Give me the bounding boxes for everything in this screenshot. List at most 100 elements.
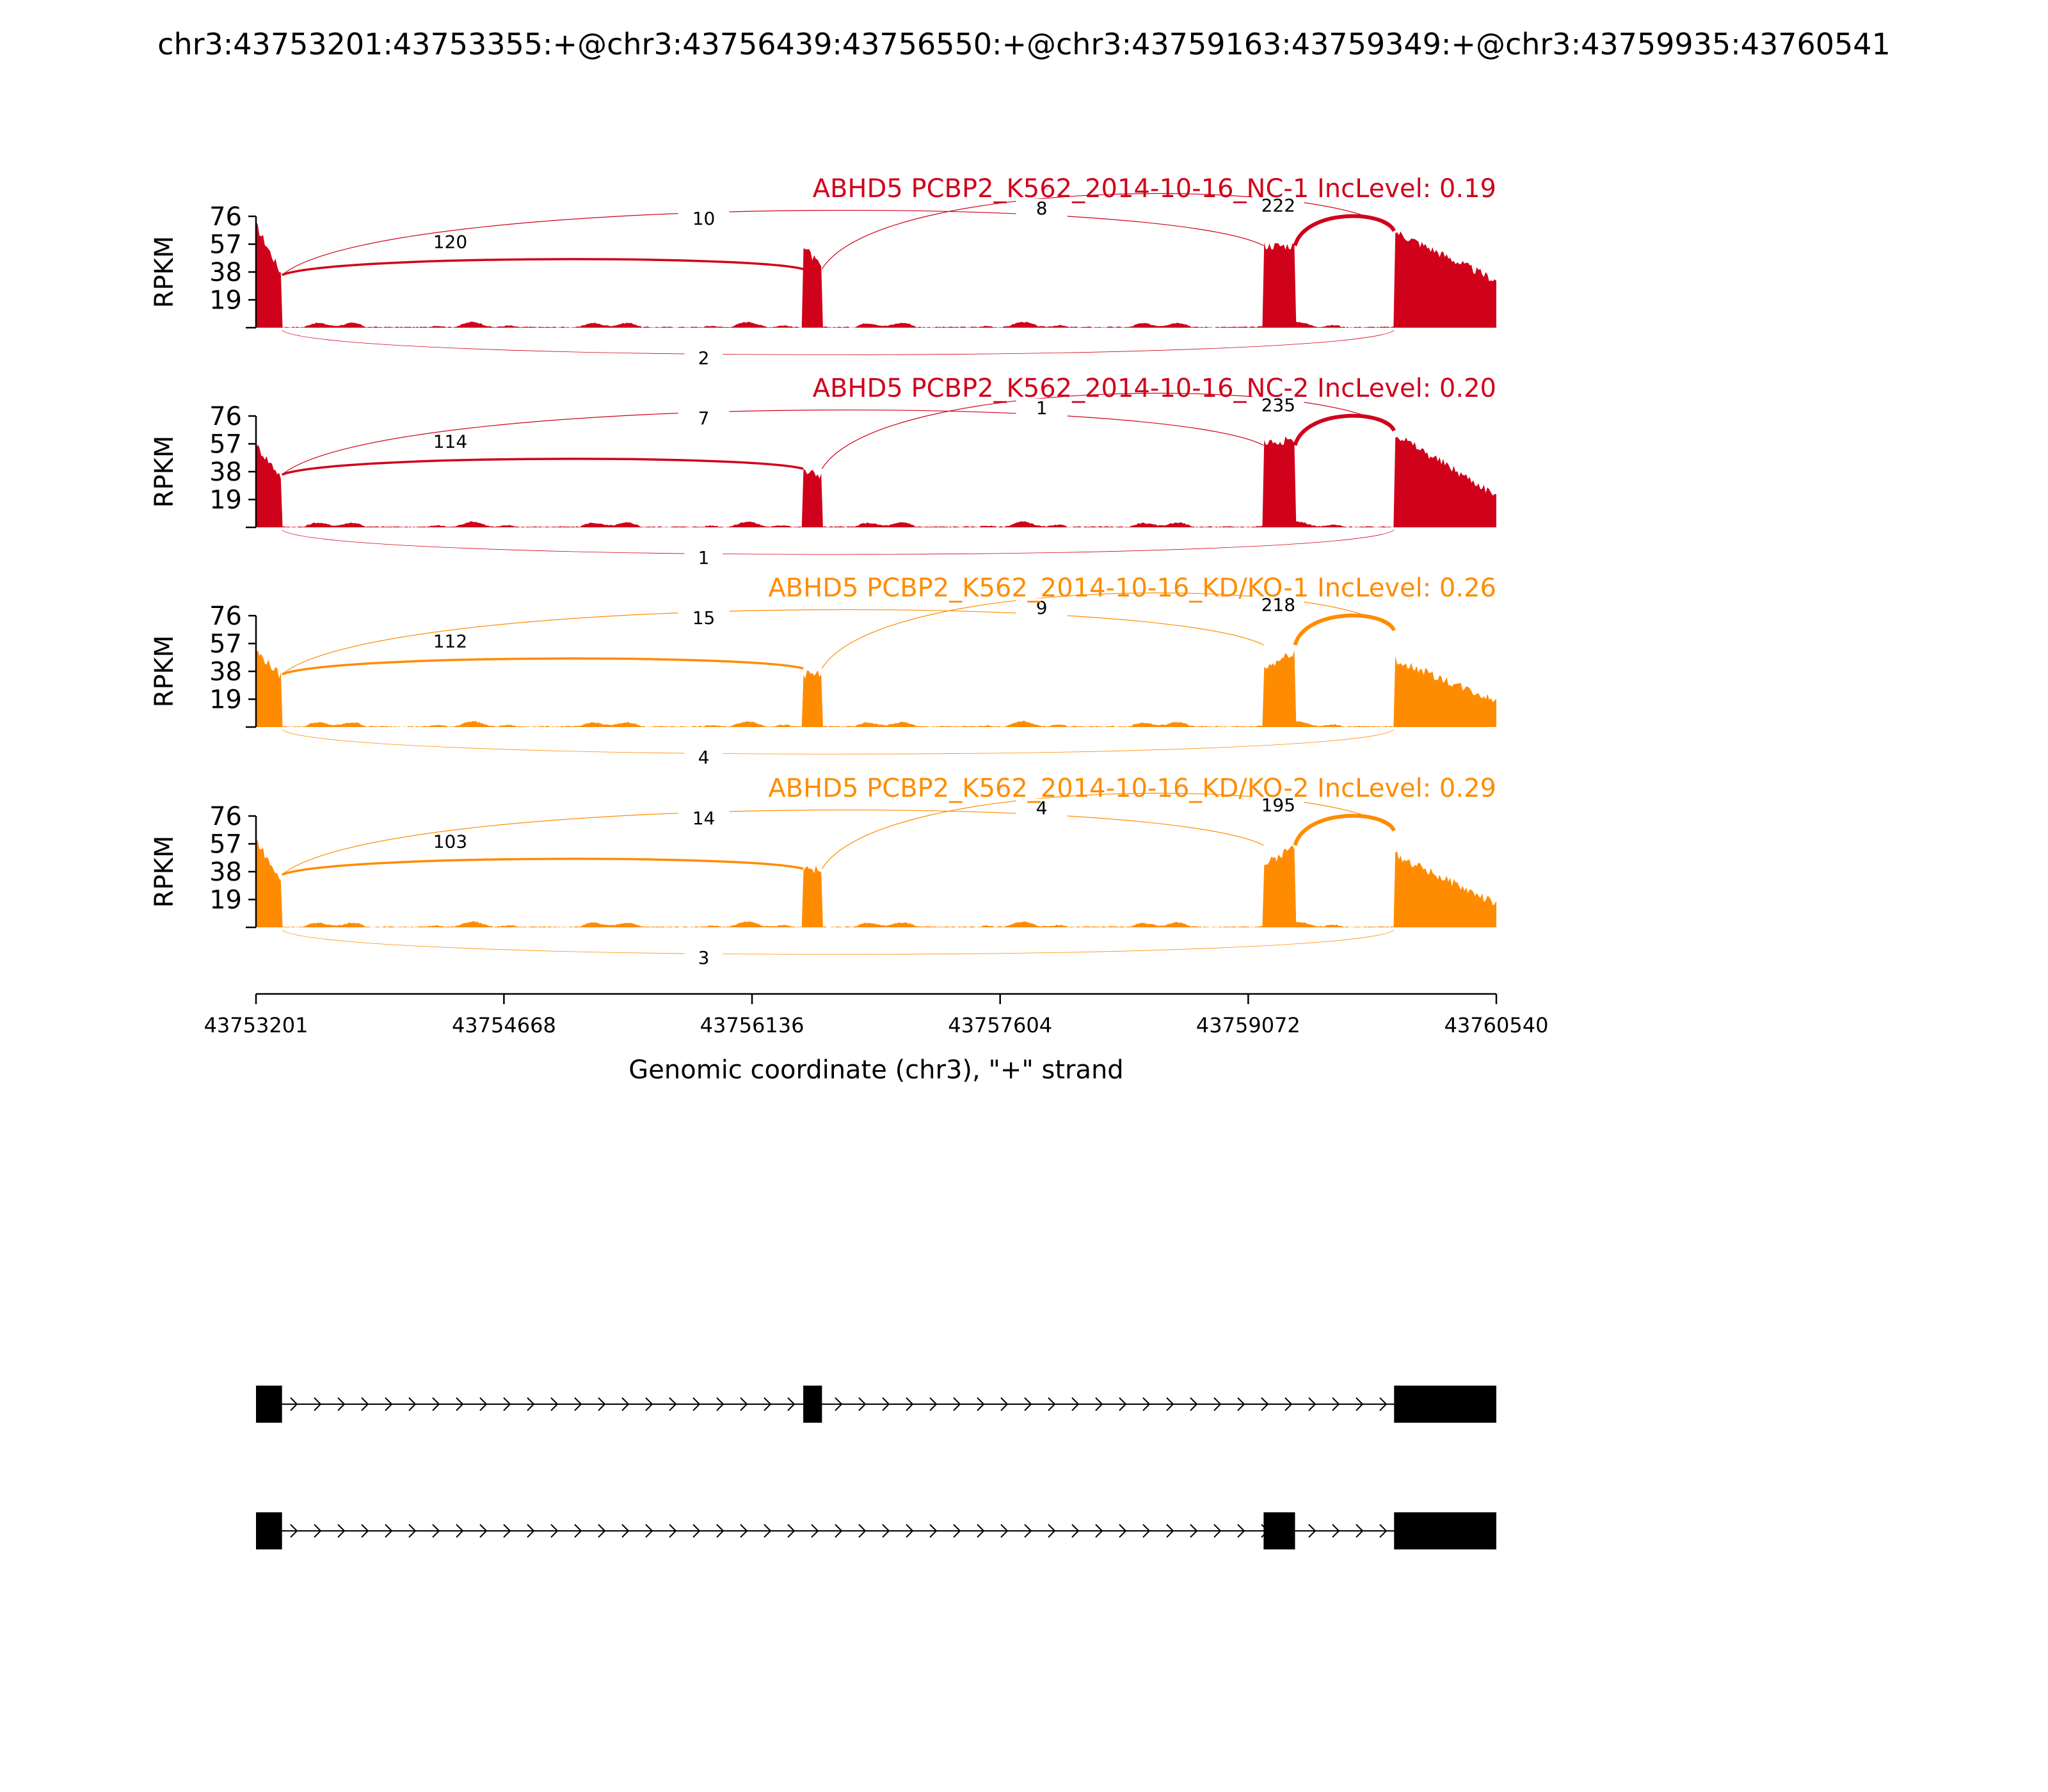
- strand-arrow: [456, 1397, 464, 1411]
- strand-arrow: [811, 1524, 819, 1538]
- junction-arc: [1293, 813, 1396, 846]
- junction-label-bg: [1016, 598, 1068, 619]
- strand-arrow: [1261, 1397, 1269, 1411]
- strand-arrow: [550, 1397, 559, 1411]
- strand-arrow: [645, 1397, 653, 1411]
- x-tick-label: 43760540: [1444, 1013, 1549, 1037]
- y-tick-label: 38: [209, 458, 242, 487]
- junction-arc: [282, 458, 804, 476]
- strand-arrow: [598, 1397, 606, 1411]
- junction-label: 195: [1261, 794, 1295, 815]
- strand-arrow: [716, 1397, 724, 1411]
- strand-arrow: [1048, 1397, 1056, 1411]
- strand-arrow: [764, 1524, 772, 1538]
- strand-arrow: [337, 1524, 346, 1538]
- strand-arrow: [1356, 1524, 1364, 1538]
- junction-label: 4: [698, 747, 710, 768]
- x-axis-label: Genomic coordinate (chr3), "+" strand: [628, 1055, 1123, 1085]
- strand-arrow: [479, 1524, 488, 1538]
- strand-arrow: [432, 1397, 440, 1411]
- strand-arrow: [740, 1524, 748, 1538]
- exon-block: [1394, 1512, 1496, 1549]
- strand-arrow: [1095, 1524, 1103, 1538]
- strand-arrow: [1190, 1397, 1198, 1411]
- strand-arrow: [787, 1524, 796, 1538]
- strand-arrow: [1095, 1397, 1103, 1411]
- junction-label-bg: [684, 748, 723, 768]
- strand-arrow: [598, 1524, 606, 1538]
- strand-arrow: [669, 1397, 677, 1411]
- junction-label: 114: [433, 431, 467, 452]
- strand-arrow: [1332, 1524, 1340, 1538]
- junction-label-bg: [1016, 198, 1068, 220]
- y-tick-label: 19: [209, 685, 242, 715]
- strand-arrow: [858, 1397, 867, 1411]
- junction-label: 235: [1261, 394, 1295, 415]
- y-tick-label: 38: [209, 657, 242, 687]
- junction-label: 10: [692, 208, 716, 229]
- sample-label: ABHD5 PCBP2_K562_2014-10-16_NC-2 IncLeve…: [813, 374, 1496, 403]
- strand-arrow: [882, 1524, 890, 1538]
- junction-label: 222: [1261, 195, 1295, 216]
- junction-label: 15: [692, 607, 716, 628]
- strand-arrow: [953, 1524, 961, 1538]
- junction-label-bg: [684, 948, 723, 968]
- junction-label-bg: [1252, 396, 1304, 417]
- strand-arrow: [1024, 1397, 1032, 1411]
- y-axis-label: RPKM: [150, 236, 179, 308]
- strand-arrow: [290, 1524, 298, 1538]
- strand-arrow: [764, 1397, 772, 1411]
- strand-arrow: [1024, 1524, 1032, 1538]
- strand-arrow: [1119, 1397, 1127, 1411]
- strand-arrow: [1119, 1524, 1127, 1538]
- y-axis-label: RPKM: [150, 636, 179, 708]
- junction-arc: [282, 609, 1264, 675]
- strand-arrow: [858, 1524, 867, 1538]
- sample-label: ABHD5 PCBP2_K562_2014-10-16_NC-1 IncLeve…: [813, 174, 1496, 204]
- junction-arc: [821, 392, 1395, 469]
- strand-arrow: [787, 1397, 796, 1411]
- y-tick-label: 76: [209, 602, 242, 631]
- strand-arrow: [1142, 1524, 1151, 1538]
- strand-arrow: [290, 1397, 298, 1411]
- strand-arrow: [929, 1397, 938, 1411]
- y-tick-label: 76: [209, 202, 242, 232]
- y-axis-label: RPKM: [150, 436, 179, 508]
- junction-label: 8: [1036, 198, 1048, 219]
- junction-arc: [282, 929, 1395, 955]
- strand-arrow: [1048, 1524, 1056, 1538]
- junction-label-bg: [678, 808, 730, 829]
- strand-arrow: [906, 1524, 914, 1538]
- junction-label: 9: [1036, 597, 1048, 618]
- junction-arc: [282, 729, 1395, 755]
- strand-arrow: [1379, 1397, 1388, 1411]
- strand-arrow: [574, 1397, 582, 1411]
- y-tick-label: 76: [209, 802, 242, 831]
- y-tick-label: 19: [209, 886, 242, 915]
- strand-arrow: [314, 1397, 322, 1411]
- sample-label: ABHD5 PCBP2_K562_2014-10-16_KD/KO-2 IncL…: [768, 774, 1496, 803]
- strand-arrow: [527, 1524, 535, 1538]
- y-tick-label: 38: [209, 258, 242, 287]
- exon-block: [256, 1386, 282, 1423]
- strand-arrow: [1284, 1397, 1293, 1411]
- junction-label: 3: [698, 947, 710, 968]
- junction-label: 1: [698, 547, 710, 568]
- x-axis: 43753201 43754668 43756136 43757604 43759072…: [204, 993, 1549, 1085]
- junction-label-bg: [1252, 595, 1304, 616]
- strand-arrow: [906, 1397, 914, 1411]
- strand-arrow: [1071, 1524, 1080, 1538]
- junction-label-bg: [678, 408, 730, 429]
- strand-arrow: [692, 1524, 701, 1538]
- strand-arrow: [385, 1397, 393, 1411]
- figure-title: chr3:43753201:43753355:+@chr3:43756439:4…: [157, 27, 1891, 61]
- strand-arrow: [361, 1397, 369, 1411]
- junction-label: 120: [433, 232, 467, 253]
- junction-label-bg: [424, 432, 476, 453]
- junction-label: 2: [698, 348, 710, 369]
- sample-label: ABHD5 PCBP2_K562_2014-10-16_KD/KO-1 IncL…: [768, 573, 1496, 603]
- strand-arrow: [456, 1524, 464, 1538]
